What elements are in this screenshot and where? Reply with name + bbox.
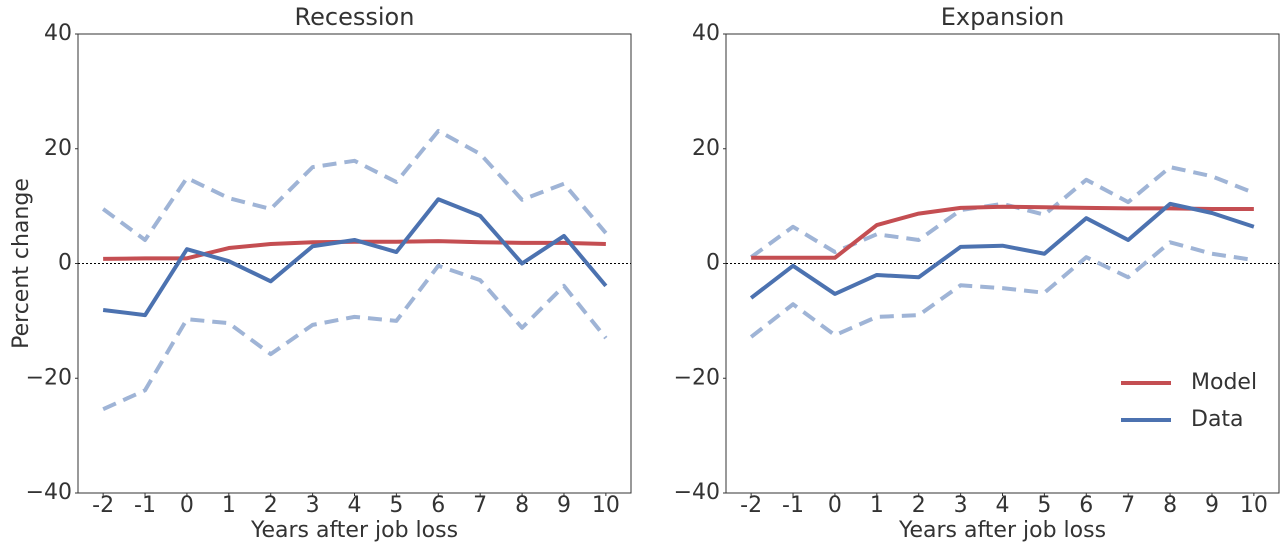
x-axis-label: Years after job loss — [898, 518, 1106, 543]
series-line — [102, 197, 608, 318]
x-tick-label: 1 — [870, 493, 884, 518]
band-line — [749, 240, 1255, 339]
chart-title: Recession — [295, 3, 415, 31]
x-tick-label: 7 — [1121, 493, 1135, 518]
x-tick-label: -1 — [134, 493, 156, 518]
y-tick-label: 20 — [692, 136, 720, 161]
legend-label: Data — [1191, 407, 1244, 432]
x-tick-label: 3 — [954, 493, 968, 518]
x-tick-label: 5 — [389, 493, 403, 518]
x-tick-label: 8 — [1163, 493, 1177, 518]
x-tick-label: 6 — [1079, 493, 1093, 518]
x-tick-label: 0 — [180, 493, 194, 518]
x-tick-label: 7 — [473, 493, 487, 518]
chart-title: Expansion — [941, 3, 1065, 31]
x-tick-label: -2 — [92, 493, 114, 518]
x-tick-label: 4 — [348, 493, 362, 518]
series-line — [751, 204, 1254, 260]
x-tick-label: 10 — [592, 493, 620, 518]
x-tick-label: 1 — [222, 493, 236, 518]
x-tick-label: -2 — [740, 493, 762, 518]
series-line — [749, 201, 1255, 300]
legend-label: Model — [1191, 370, 1257, 395]
x-tick-label: 3 — [306, 493, 320, 518]
x-tick-label: 2 — [912, 493, 926, 518]
x-tick-label: 5 — [1037, 493, 1051, 518]
band-line — [101, 128, 608, 242]
x-tick-label: -1 — [782, 493, 804, 518]
x-tick-label: 6 — [431, 493, 445, 518]
x-tick-label: 9 — [1205, 493, 1219, 518]
x-tick-label: 2 — [264, 493, 278, 518]
y-tick-label: 20 — [44, 136, 72, 161]
band-line — [749, 165, 1255, 259]
x-tick-label: 0 — [828, 493, 842, 518]
y-tick-label: −20 — [26, 365, 72, 390]
x-tick-label: 10 — [1240, 493, 1268, 518]
y-tick-label: 40 — [692, 21, 720, 46]
x-tick-label: 4 — [996, 493, 1010, 518]
x-tick-label: 9 — [557, 493, 571, 518]
y-tick-label: −40 — [674, 480, 720, 505]
x-tick-label: 8 — [515, 493, 529, 518]
y-axis-label: Percent change — [9, 178, 34, 349]
y-tick-label: −20 — [674, 365, 720, 390]
y-tick-label: 0 — [706, 251, 720, 276]
y-tick-label: 0 — [58, 251, 72, 276]
band-line — [102, 263, 608, 412]
y-tick-label: −40 — [26, 480, 72, 505]
y-tick-label: 40 — [44, 21, 72, 46]
x-axis-label: Years after job loss — [250, 518, 458, 543]
